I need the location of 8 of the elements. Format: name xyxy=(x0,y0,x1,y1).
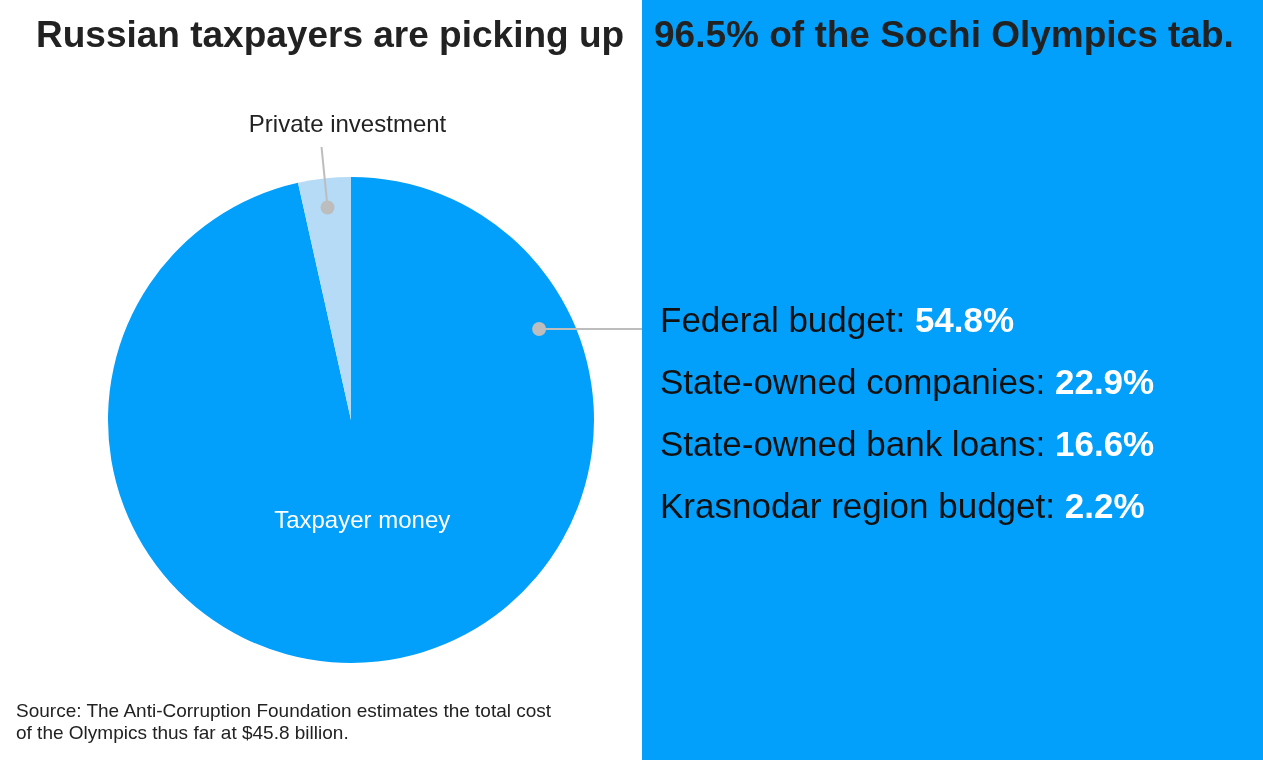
text: Federal budget: 54.8% xyxy=(660,300,1016,341)
text: State-owned companies: 22.9% xyxy=(660,362,1155,403)
slice-label: Taxpayer money xyxy=(274,506,451,534)
text: Krasnodar region budget: 2.2% xyxy=(660,486,1146,527)
source-note: Source: The Anti-Corruption Foundation estimates the total cost of the Olympics thus far at $45.8 billion. xyxy=(16,700,553,744)
slice-label: Private investment xyxy=(248,109,447,137)
text: State-owned bank loans: 16.6% xyxy=(660,424,1155,465)
chart-title: Russian taxpayers are picking up 96.5% of the Sochi Olympics tab. xyxy=(36,14,1234,56)
